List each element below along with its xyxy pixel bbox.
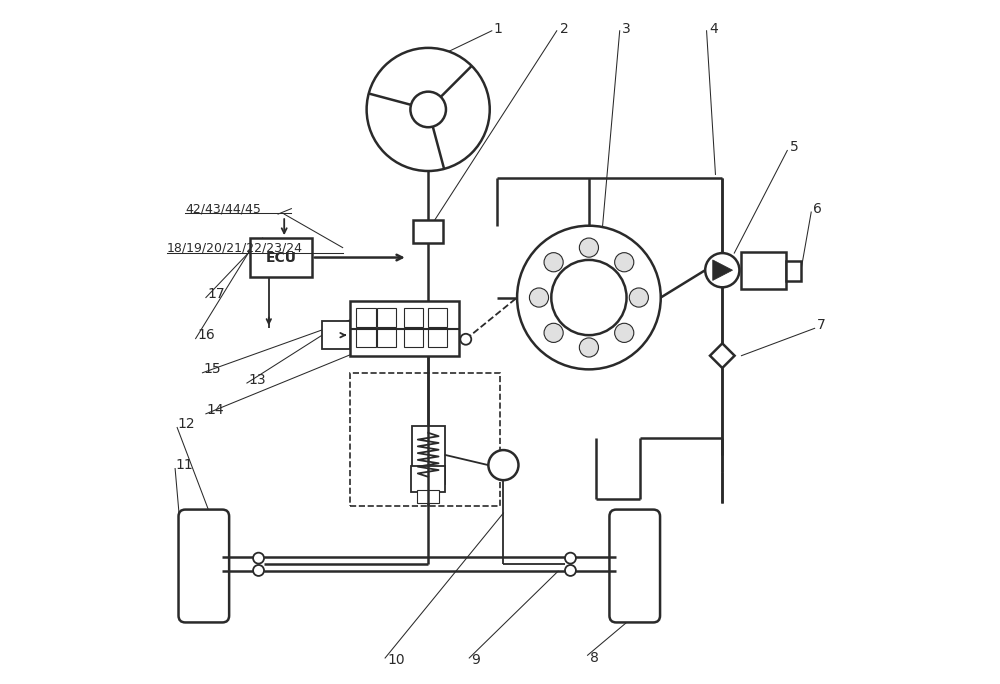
Bar <box>412 426 445 484</box>
Circle shape <box>544 252 563 272</box>
Text: 16: 16 <box>197 328 215 342</box>
Circle shape <box>615 324 634 343</box>
Bar <box>377 328 396 347</box>
Polygon shape <box>710 343 735 368</box>
Circle shape <box>410 92 446 127</box>
Circle shape <box>565 553 576 564</box>
Bar <box>741 252 786 289</box>
Polygon shape <box>713 260 733 280</box>
Text: 15: 15 <box>204 363 221 376</box>
Circle shape <box>615 252 634 272</box>
Text: 10: 10 <box>387 653 405 667</box>
Bar <box>404 328 423 347</box>
Text: 14: 14 <box>207 404 224 417</box>
Circle shape <box>488 450 518 480</box>
Text: 6: 6 <box>813 202 822 215</box>
Circle shape <box>367 48 490 171</box>
Bar <box>356 308 376 327</box>
Text: ECU: ECU <box>266 250 297 265</box>
Circle shape <box>551 260 627 335</box>
Text: 17: 17 <box>207 287 225 301</box>
Bar <box>350 301 459 356</box>
Bar <box>356 328 376 347</box>
Bar <box>413 220 443 243</box>
FancyBboxPatch shape <box>609 510 660 622</box>
Circle shape <box>253 553 264 564</box>
Text: 18/19/20/21/22/23/24: 18/19/20/21/22/23/24 <box>167 241 303 254</box>
Bar <box>322 321 350 349</box>
Bar <box>411 466 445 492</box>
Circle shape <box>579 338 598 357</box>
Bar <box>428 328 447 347</box>
Text: 11: 11 <box>176 458 194 472</box>
Bar <box>786 261 801 281</box>
Circle shape <box>565 565 576 576</box>
Text: 3: 3 <box>622 22 631 36</box>
Circle shape <box>253 565 264 576</box>
Bar <box>377 308 396 327</box>
Circle shape <box>629 288 648 307</box>
Bar <box>350 373 500 506</box>
Bar <box>428 308 447 327</box>
Circle shape <box>705 253 739 287</box>
Circle shape <box>529 288 549 307</box>
Text: 4: 4 <box>709 22 718 36</box>
Circle shape <box>579 238 598 257</box>
Bar <box>250 238 312 277</box>
Text: 1: 1 <box>493 22 502 36</box>
Text: 42/43/44/45: 42/43/44/45 <box>185 202 261 215</box>
FancyBboxPatch shape <box>179 510 229 622</box>
Circle shape <box>517 226 661 369</box>
Text: 7: 7 <box>817 318 825 332</box>
Circle shape <box>460 334 471 345</box>
Text: 2: 2 <box>560 22 568 36</box>
Bar <box>417 490 439 503</box>
Text: 12: 12 <box>178 417 195 431</box>
Text: 5: 5 <box>790 140 799 154</box>
Text: 8: 8 <box>590 651 599 665</box>
Text: 13: 13 <box>248 373 266 386</box>
Circle shape <box>544 324 563 343</box>
Bar <box>404 308 423 327</box>
Text: 9: 9 <box>471 653 480 667</box>
